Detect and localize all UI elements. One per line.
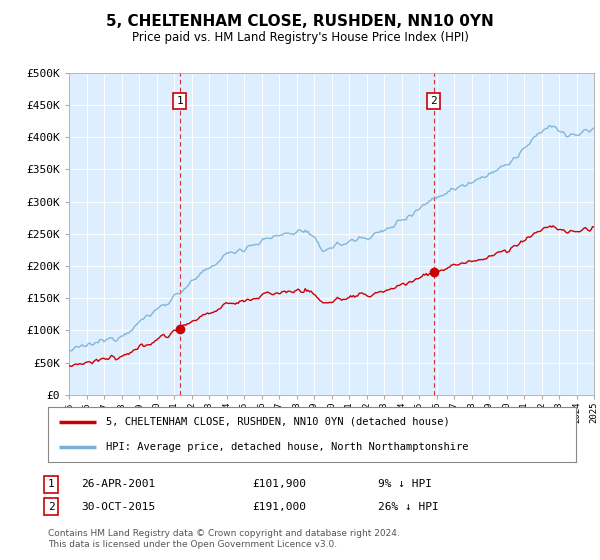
Text: 9% ↓ HPI: 9% ↓ HPI bbox=[378, 479, 432, 489]
Text: 1: 1 bbox=[47, 479, 55, 489]
Text: 1: 1 bbox=[176, 96, 183, 106]
Text: 5, CHELTENHAM CLOSE, RUSHDEN, NN10 0YN (detached house): 5, CHELTENHAM CLOSE, RUSHDEN, NN10 0YN (… bbox=[106, 417, 450, 427]
Text: Contains HM Land Registry data © Crown copyright and database right 2024.
This d: Contains HM Land Registry data © Crown c… bbox=[48, 529, 400, 549]
Text: 30-OCT-2015: 30-OCT-2015 bbox=[81, 502, 155, 512]
Text: 26% ↓ HPI: 26% ↓ HPI bbox=[378, 502, 439, 512]
Text: £101,900: £101,900 bbox=[252, 479, 306, 489]
Text: 5, CHELTENHAM CLOSE, RUSHDEN, NN10 0YN: 5, CHELTENHAM CLOSE, RUSHDEN, NN10 0YN bbox=[106, 14, 494, 29]
Text: HPI: Average price, detached house, North Northamptonshire: HPI: Average price, detached house, Nort… bbox=[106, 442, 469, 452]
Text: 2: 2 bbox=[430, 96, 437, 106]
Text: 26-APR-2001: 26-APR-2001 bbox=[81, 479, 155, 489]
Text: £191,000: £191,000 bbox=[252, 502, 306, 512]
Text: Price paid vs. HM Land Registry's House Price Index (HPI): Price paid vs. HM Land Registry's House … bbox=[131, 31, 469, 44]
Text: 2: 2 bbox=[47, 502, 55, 512]
